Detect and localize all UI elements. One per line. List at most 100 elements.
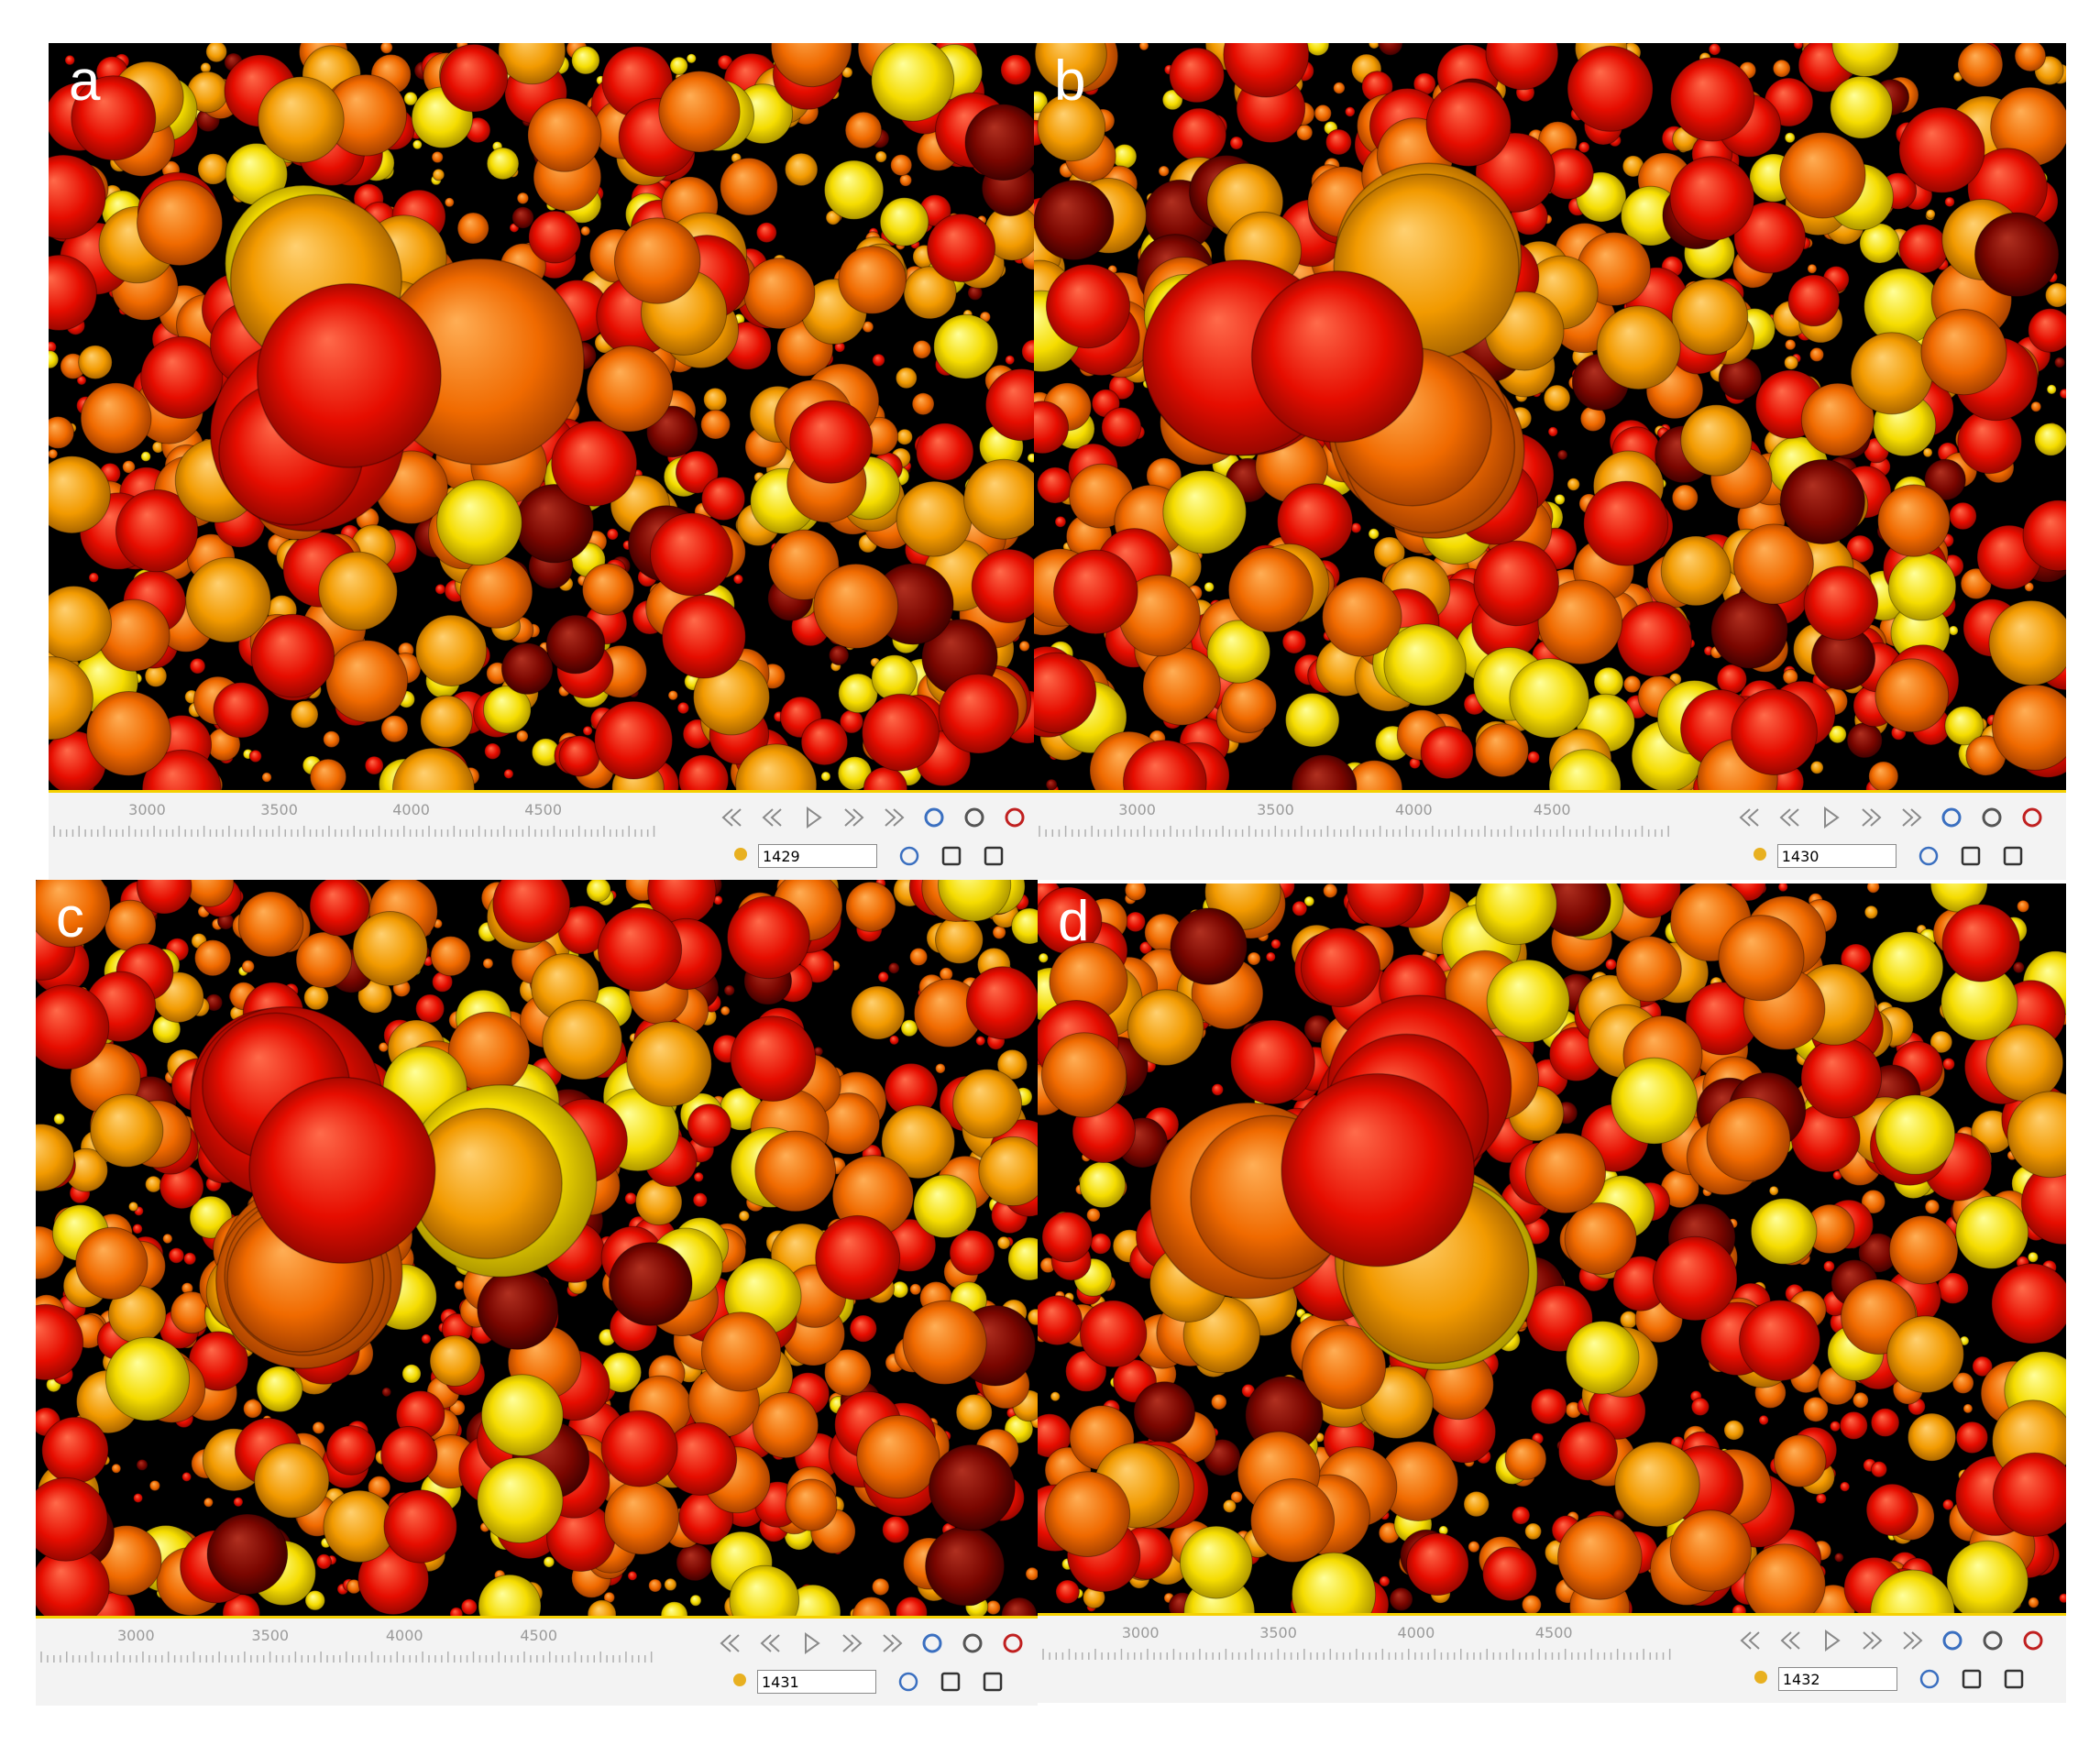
particle xyxy=(1888,1215,1959,1285)
particle xyxy=(1007,1236,1038,1281)
particle xyxy=(648,1578,663,1593)
particle xyxy=(1861,1189,1886,1214)
play-button[interactable] xyxy=(1818,1627,1845,1654)
timeline-label: 4500 xyxy=(520,1627,557,1644)
skip-start-button[interactable] xyxy=(1737,1627,1765,1654)
particle xyxy=(1045,264,1131,349)
rotate-button[interactable] xyxy=(999,1630,1027,1657)
rotate-button[interactable] xyxy=(1001,804,1028,831)
particle xyxy=(1815,1493,1827,1505)
particle xyxy=(1567,477,1580,491)
particle xyxy=(1875,1094,1956,1175)
zoom-button[interactable] xyxy=(918,1630,946,1657)
particle xyxy=(111,1463,122,1474)
step-forward-button[interactable] xyxy=(1857,804,1885,831)
pan-button[interactable] xyxy=(1978,804,2006,831)
particle xyxy=(1548,749,1622,790)
rotate-button[interactable] xyxy=(2019,1627,2047,1654)
zoom-button[interactable] xyxy=(1938,804,1965,831)
particle xyxy=(887,961,900,974)
particle xyxy=(824,1348,872,1397)
icon xyxy=(1740,1631,1760,1650)
particle xyxy=(586,345,674,433)
particle xyxy=(1733,201,1807,274)
frame-input[interactable]: 1429 xyxy=(758,844,877,868)
particle xyxy=(872,1577,890,1597)
particle xyxy=(1223,43,1310,98)
particle xyxy=(49,455,111,534)
step-back-button[interactable] xyxy=(757,1630,785,1657)
fit-button[interactable] xyxy=(1957,842,1985,870)
step-forward-button[interactable] xyxy=(840,804,867,831)
particle xyxy=(626,1021,712,1107)
fit-button[interactable] xyxy=(1958,1665,1985,1693)
skip-start-button[interactable] xyxy=(719,804,746,831)
particle xyxy=(971,548,1034,623)
icon xyxy=(805,1632,820,1654)
step-back-button[interactable] xyxy=(1776,804,1804,831)
particle xyxy=(1038,1295,1083,1346)
particle xyxy=(676,701,690,715)
particle xyxy=(36,1303,84,1381)
play-button[interactable] xyxy=(799,804,827,831)
fit-button[interactable] xyxy=(938,842,965,870)
grid-button[interactable] xyxy=(979,1668,1006,1696)
particle xyxy=(723,984,735,996)
skip-end-button[interactable] xyxy=(1897,804,1925,831)
particle xyxy=(1908,1412,1956,1462)
step-forward-button[interactable] xyxy=(838,1630,865,1657)
pan-button[interactable] xyxy=(961,804,988,831)
particle xyxy=(168,1247,185,1264)
skip-end-button[interactable] xyxy=(1898,1627,1926,1654)
skip-start-button[interactable] xyxy=(1736,804,1764,831)
clock-button[interactable] xyxy=(895,1668,922,1696)
clock-button[interactable] xyxy=(1916,1665,1943,1693)
particle xyxy=(1739,1300,1820,1382)
skip-end-button[interactable] xyxy=(878,1630,906,1657)
rotate-button[interactable] xyxy=(2018,804,2046,831)
particle xyxy=(929,1443,1016,1531)
particle xyxy=(1870,1569,1955,1613)
clock-button[interactable] xyxy=(896,842,923,870)
particle xyxy=(1706,1097,1791,1181)
skip-start-button[interactable] xyxy=(717,1630,744,1657)
particle xyxy=(1809,346,1824,362)
particle xyxy=(1952,1372,1974,1394)
zoom-button[interactable] xyxy=(1939,1627,1966,1654)
particle xyxy=(295,931,353,989)
grid-button[interactable] xyxy=(980,842,1007,870)
particle xyxy=(1124,883,1147,901)
particle xyxy=(206,1513,289,1596)
play-button[interactable] xyxy=(1817,804,1844,831)
pan-button[interactable] xyxy=(959,1630,986,1657)
skip-end-button[interactable] xyxy=(880,804,907,831)
panel: d 3000 3500 4000 4500 1432 xyxy=(1038,883,2066,1703)
particle xyxy=(1037,93,1106,162)
particle xyxy=(693,1171,704,1182)
frame-input[interactable]: 1432 xyxy=(1777,1667,1897,1691)
grid-button[interactable] xyxy=(1999,842,2027,870)
fit-button[interactable] xyxy=(937,1668,964,1696)
icon xyxy=(922,1633,942,1653)
play-button[interactable] xyxy=(797,1630,825,1657)
step-forward-button[interactable] xyxy=(1858,1627,1886,1654)
particle xyxy=(738,1210,750,1222)
particle xyxy=(1920,309,2007,396)
timeline-label: 3500 xyxy=(1259,1624,1297,1641)
step-back-button[interactable] xyxy=(1777,1627,1805,1654)
clock-button[interactable] xyxy=(1915,842,1942,870)
particle xyxy=(1504,1438,1547,1480)
step-back-button[interactable] xyxy=(759,804,786,831)
particle xyxy=(1420,726,1474,780)
particle xyxy=(1486,959,1570,1043)
frame-input[interactable]: 1431 xyxy=(756,1670,876,1694)
frame-input[interactable]: 1430 xyxy=(1776,844,1897,868)
particle xyxy=(2007,1091,2066,1179)
grid-button[interactable] xyxy=(2000,1665,2028,1693)
particle xyxy=(975,1036,986,1047)
zoom-button[interactable] xyxy=(920,804,948,831)
particle xyxy=(1522,1595,1542,1613)
particle xyxy=(380,715,409,743)
pan-button[interactable] xyxy=(1979,1627,2007,1654)
particle xyxy=(430,936,471,977)
